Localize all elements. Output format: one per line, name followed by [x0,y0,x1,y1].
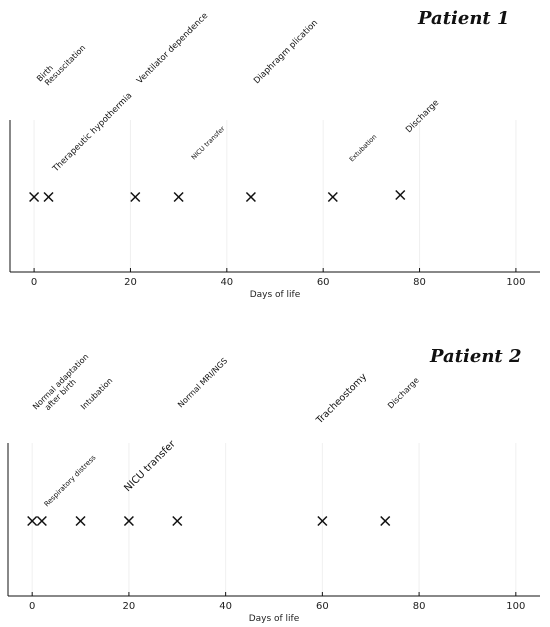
x-tick-label: 100 [506,601,525,612]
event-marker [130,191,141,203]
marker-stroke [395,189,406,201]
event-marker [395,189,406,201]
marker-stroke [327,191,338,203]
marker-stroke [29,191,40,203]
x-tick-label: 40 [219,601,232,612]
x-tick-label: 100 [506,277,525,288]
x-tick-label: 0 [29,601,35,612]
event-marker [27,515,38,527]
event-marker [173,191,184,203]
event-label: Discharge [386,376,421,411]
event-label: Therapeutic hypothermia [50,91,134,175]
event-label: NICU transfer [190,125,227,162]
marker-stroke [130,191,141,203]
x-tick-label: 60 [316,601,329,612]
event-marker [123,515,134,527]
marker-stroke [27,515,38,527]
x-axis-label: Days of life [249,614,300,624]
marker-stroke [123,515,134,527]
marker-stroke [36,515,47,527]
marker-stroke [245,191,256,203]
chart-panel-2: 0 20 40 60 80 100 Days of life Patient 2 Normal … [7,346,540,624]
event-label: Diaphragm plication [252,18,320,86]
event-marker [245,191,256,203]
marker-stroke [317,515,328,527]
marker-stroke [172,515,183,527]
event-marker [327,191,338,203]
event-marker [36,515,47,527]
event-label: Respiratory distress [43,453,98,508]
event-label: Discharge [404,98,441,135]
event-label: Extubation [348,133,379,164]
chart-title: Patient 2 [429,346,522,367]
event-label: Normal MRI/NGS [176,356,229,409]
event-label: Intubation [79,376,114,411]
x-tick-label: 80 [413,601,426,612]
marker-stroke [380,515,391,527]
event-marker [317,515,328,527]
x-tick-label: 0 [31,277,37,288]
x-tick-label: 20 [123,601,136,612]
x-tick-label: 20 [124,277,137,288]
marker-stroke [75,515,86,527]
event-label: Tracheostomy [314,371,370,427]
marker-stroke [173,191,184,203]
event-marker [172,515,183,527]
event-marker [29,191,40,203]
event-marker [75,515,86,527]
event-marker [380,515,391,527]
event-marker [43,191,54,203]
x-tick-label: 60 [317,277,330,288]
event-label: Ventilator dependence [135,11,210,86]
chart-title: Patient 1 [417,8,510,29]
x-tick-label: 80 [413,277,426,288]
event-label: NICU transfer [122,438,178,494]
x-axis-label: Days of life [250,290,301,300]
x-tick-label: 40 [220,277,233,288]
marker-stroke [43,191,54,203]
